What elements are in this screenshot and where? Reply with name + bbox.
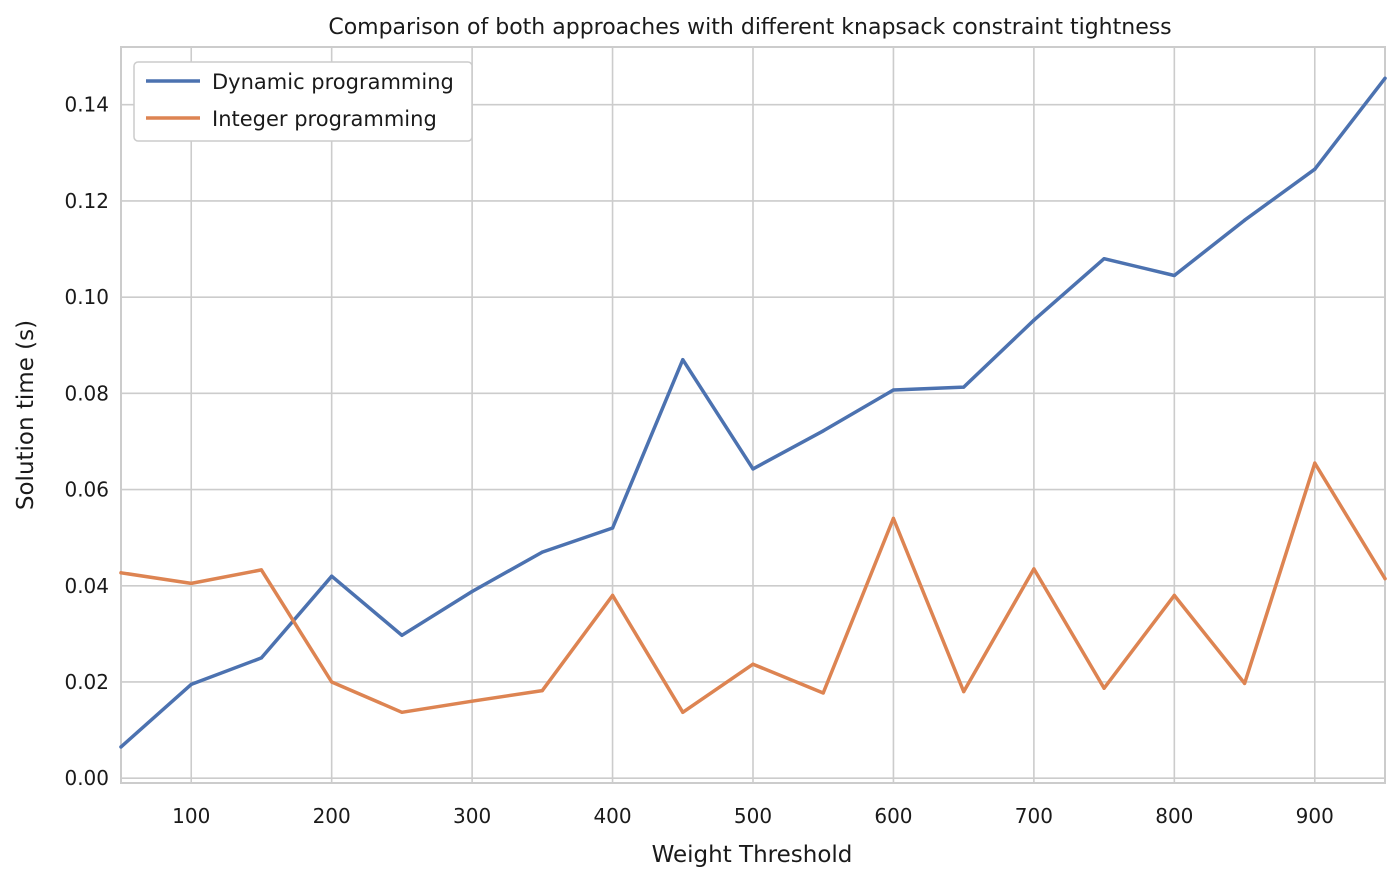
x-axis-label: Weight Threshold [652, 842, 853, 868]
data-point-integer-programming [1383, 577, 1386, 580]
data-point-integer-programming [962, 690, 965, 693]
y-tick-label: 0.06 [64, 478, 109, 502]
data-point-integer-programming [119, 571, 122, 574]
data-point-dynamic-programming [1173, 274, 1176, 277]
data-point-integer-programming [1173, 594, 1176, 597]
y-axis-label: Solution time (s) [13, 320, 39, 510]
data-point-dynamic-programming [1032, 319, 1035, 322]
data-point-dynamic-programming [1103, 257, 1106, 260]
data-point-dynamic-programming [751, 467, 754, 470]
data-point-integer-programming [892, 517, 895, 520]
x-tick-labels: 100 200 300 400 500 600 700 800 900 [172, 804, 1334, 828]
data-point-dynamic-programming [822, 429, 825, 432]
data-point-dynamic-programming [330, 575, 333, 578]
x-tick-label: 200 [313, 804, 351, 828]
data-point-dynamic-programming [471, 590, 474, 593]
data-point-dynamic-programming [611, 526, 614, 529]
y-tick-label: 0.08 [64, 381, 109, 405]
data-point-integer-programming [190, 582, 193, 585]
data-point-dynamic-programming [681, 358, 684, 361]
data-point-integer-programming [260, 568, 263, 571]
legend-label-dynamic-programming: Dynamic programming [212, 70, 454, 94]
data-point-integer-programming [822, 691, 825, 694]
y-tick-label: 0.12 [64, 189, 109, 213]
legend-label-integer-programming: Integer programming [212, 107, 437, 131]
y-tick-label: 0.00 [64, 766, 109, 790]
y-tick-label: 0.14 [64, 93, 109, 117]
chart-title: Comparison of both approaches with diffe… [328, 15, 1171, 40]
data-point-dynamic-programming [1243, 219, 1246, 222]
data-point-dynamic-programming [1313, 168, 1316, 171]
data-point-integer-programming [751, 663, 754, 666]
x-tick-label: 900 [1296, 804, 1334, 828]
data-point-integer-programming [400, 711, 403, 714]
data-point-dynamic-programming [962, 386, 965, 389]
y-tick-label: 0.02 [64, 670, 109, 694]
data-point-integer-programming [471, 700, 474, 703]
x-tick-label: 700 [1015, 804, 1053, 828]
data-point-integer-programming [1243, 682, 1246, 685]
x-tick-label: 300 [453, 804, 491, 828]
data-point-dynamic-programming [260, 656, 263, 659]
data-point-integer-programming [1313, 462, 1316, 465]
y-tick-label: 0.10 [64, 285, 109, 309]
data-point-integer-programming [1032, 567, 1035, 570]
data-point-dynamic-programming [541, 551, 544, 554]
data-point-integer-programming [541, 689, 544, 692]
legend: Dynamic programming Integer programming [134, 62, 472, 141]
data-point-integer-programming [611, 594, 614, 597]
data-point-dynamic-programming [190, 683, 193, 686]
data-point-dynamic-programming [1383, 77, 1386, 80]
data-point-dynamic-programming [892, 388, 895, 391]
data-point-dynamic-programming [119, 745, 122, 748]
x-tick-label: 500 [734, 804, 772, 828]
x-tick-label: 800 [1155, 804, 1193, 828]
x-tick-label: 600 [874, 804, 912, 828]
x-tick-label: 400 [593, 804, 631, 828]
x-tick-label: 100 [172, 804, 210, 828]
data-point-integer-programming [1103, 687, 1106, 690]
data-point-integer-programming [681, 711, 684, 714]
y-tick-label: 0.04 [64, 574, 109, 598]
data-point-integer-programming [330, 680, 333, 683]
data-point-dynamic-programming [400, 634, 403, 637]
